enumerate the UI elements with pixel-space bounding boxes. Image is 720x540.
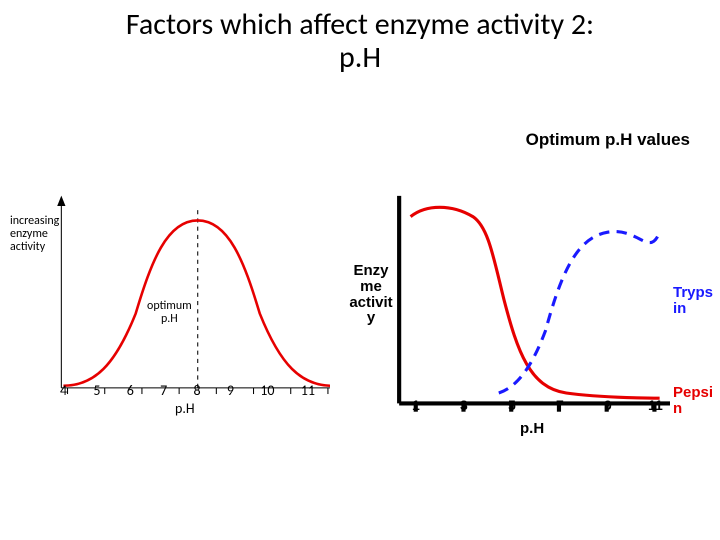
title-line-2: p.H — [339, 39, 381, 76]
right-x-label: p.H — [520, 420, 544, 437]
title-line-1: Factors which affect enzyme activity 2: — [126, 6, 594, 43]
right-chart — [395, 190, 670, 430]
left-x-ticks: 4 5 6 7 8 9 10 11 — [60, 382, 315, 399]
left-x-label: p.H — [175, 400, 195, 417]
optimum-ph-label: optimum p.H — [147, 300, 192, 326]
pepsin-label: Pepsi n — [673, 385, 713, 417]
pepsin-curve — [411, 207, 660, 398]
trypsin-label: Tryps in — [673, 285, 713, 317]
trypsin-curve — [499, 232, 660, 393]
optimum-subtitle: Optimum p.H values — [526, 130, 690, 150]
right-y-axis-label: Enzy me activit y — [345, 263, 397, 326]
left-curve — [63, 220, 330, 385]
